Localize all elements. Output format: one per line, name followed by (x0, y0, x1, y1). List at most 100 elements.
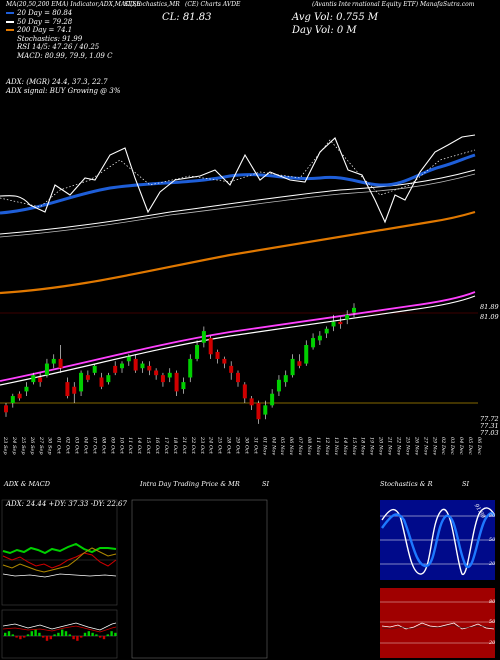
intraday-si-label: SI (262, 480, 270, 488)
candle-down (229, 365, 234, 373)
date-tick-label: 06 Nov (288, 437, 294, 455)
date-tick-label: 04 Dec (458, 437, 464, 455)
date-tick-label: 18 Nov (360, 437, 366, 455)
candle-down (222, 358, 227, 364)
macd-histogram-bar (7, 631, 11, 636)
mrsi-line (381, 624, 495, 630)
macd-signal-line (2, 625, 117, 633)
date-tick-label: 14 Nov (342, 437, 348, 455)
legend-ema200: 200 Day = 74.1 (6, 26, 112, 35)
macd-histogram-bar (30, 631, 33, 636)
macd-histogram-bar (45, 636, 49, 641)
rsi-line (381, 622, 495, 630)
candle-up (352, 307, 356, 313)
adx-signal-line: ADX signal: BUY Growing @ 3% (6, 86, 121, 95)
adx-white-line (2, 573, 117, 578)
macd-histogram-bar (80, 636, 83, 638)
date-tick-label: 28 Oct (226, 436, 232, 455)
macd-histogram-bar (68, 634, 71, 636)
candle-up (283, 375, 288, 383)
rsi-tick-80: 80 (489, 599, 496, 605)
date-tick-label: 24 Sep (11, 436, 17, 455)
date-tick-label: 15 Nov (351, 437, 357, 455)
date-tick-label: 11 Nov (315, 437, 321, 455)
avg-volume-label: Avg Vol: 0.755 M (292, 12, 379, 23)
ema200-line (0, 210, 476, 295)
candle-up (51, 358, 56, 364)
date-tick-label: 05 Nov (279, 437, 285, 455)
legend-macd: MACD: 80.99, 79.9, 1.09 C (17, 51, 113, 60)
macd-histogram-bar (23, 636, 26, 638)
candle-down (17, 393, 22, 399)
macd-histogram-bar (87, 631, 90, 636)
date-tick-label: 08 Nov (306, 437, 312, 455)
date-tick-label: 27 Nov (422, 436, 428, 455)
candle-down (242, 384, 247, 399)
macd-histogram-bar (106, 634, 109, 636)
candle-down (85, 375, 90, 380)
date-tick-label: 08 Oct (100, 437, 106, 455)
adx-info-line: ADX: (MGR) 24.4, 37.3, 22.7 (6, 78, 108, 86)
date-tick-label: 07 Nov (297, 437, 303, 455)
adx-readout: ADX: 24.44 +DY: 37.33 -DY: 22.67 (6, 500, 127, 508)
candle-up (44, 363, 49, 376)
adx-minus-di-line (2, 552, 117, 569)
candle-up (324, 328, 329, 334)
candle-down (208, 338, 213, 355)
rsi-tick-50: 50 (489, 619, 496, 625)
date-tick-label: 31 Oct (252, 437, 258, 455)
candle-down (113, 365, 118, 373)
intraday-title: Intra Day Trading Price & MR (140, 480, 240, 488)
candle-up (31, 375, 36, 383)
stoch-tick-20: 20 (489, 561, 496, 567)
price-axis-low2: 77.31 (480, 422, 499, 430)
macd-histogram-bar (53, 634, 56, 636)
candle-up (270, 393, 275, 406)
candle-up (181, 382, 186, 390)
macd-histogram-bar (99, 636, 102, 638)
candle-down (133, 358, 138, 371)
legend-rsi: RSI 14/5: 47.26 / 40.25 (17, 43, 100, 51)
date-tick-label: 19 Nov (369, 437, 375, 455)
candle-down (99, 377, 104, 387)
macd-histogram-bar (15, 636, 18, 638)
legend-ema20: 20 Day = 80.84 (6, 9, 112, 18)
date-tick-label: 01 Oct (56, 437, 62, 455)
date-tick-label: 25 Oct (217, 436, 223, 455)
candle-up (167, 372, 172, 378)
date-tick-label: 14 Oct (136, 437, 142, 455)
candle-up (304, 345, 309, 364)
macd-histogram-bar (91, 632, 94, 636)
adx-line (2, 547, 117, 573)
candle-up (317, 335, 322, 341)
date-tick-label: 25 Sep (20, 436, 26, 455)
macd-histogram-bar (49, 636, 52, 640)
header-fund-name-2: rnational Equity ETF) ManafaSutra.com (352, 1, 475, 8)
candle-down (160, 375, 165, 383)
price-line (0, 134, 476, 224)
day-volume-label: Day Vol: 0 M (292, 25, 357, 36)
date-tick-label: 03 Oct (74, 437, 80, 455)
date-tick-label: 23 Oct (199, 436, 205, 455)
candle-up (290, 358, 295, 376)
candle-down (38, 377, 43, 383)
macd-histogram-bar (95, 634, 98, 636)
macd-histogram-bar (83, 632, 87, 636)
price-axis-mid: 81.09 (480, 313, 499, 321)
macd-histogram-bar (42, 636, 45, 638)
date-tick-label: 05 Dec (467, 437, 473, 455)
date-tick-label: 17 Oct (163, 437, 169, 455)
date-tick-label: 22 Oct (190, 436, 196, 455)
candle-up (126, 356, 131, 362)
date-tick-label: 01 Nov (261, 437, 267, 455)
macd-histogram-bar (19, 636, 22, 640)
date-tick-label: 24 Oct (208, 436, 214, 455)
macd-histogram-bar (4, 632, 7, 636)
candle-down (256, 403, 261, 420)
candle-down (215, 351, 220, 359)
candle-up (331, 321, 336, 327)
candle-up (24, 386, 29, 392)
candles-group (4, 303, 356, 424)
close-price-label: CL: 81.83 (162, 12, 212, 23)
